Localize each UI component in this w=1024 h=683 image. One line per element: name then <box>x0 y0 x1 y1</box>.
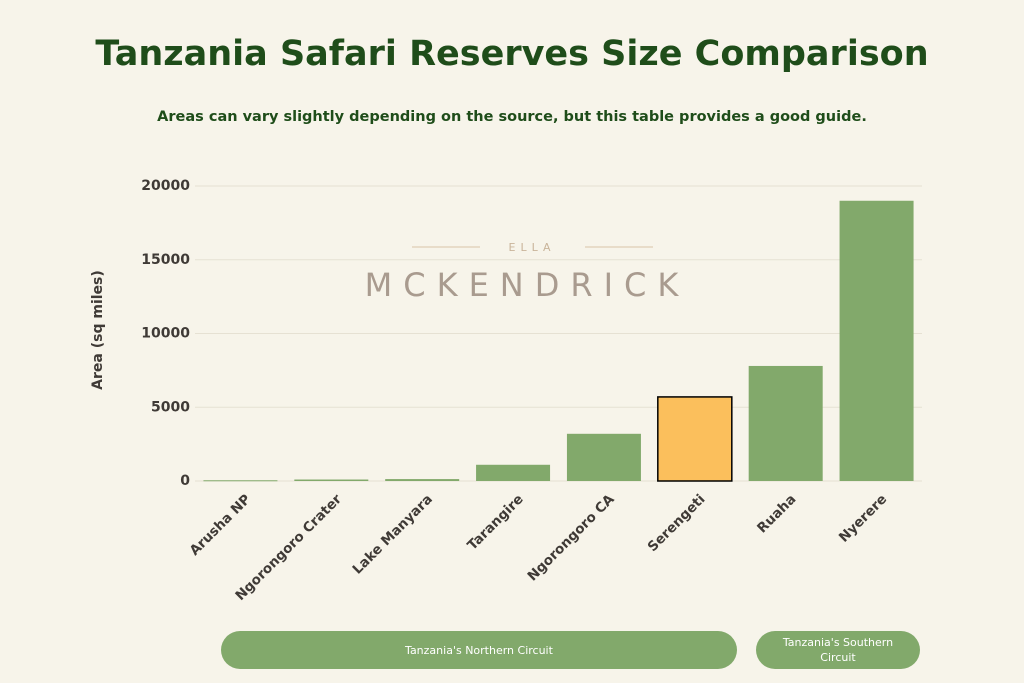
y-tick-label: 5000 <box>151 399 190 415</box>
x-tick-label: Arusha NP <box>187 491 255 559</box>
x-tick-label: Ruaha <box>754 491 799 536</box>
y-tick-label: 15000 <box>141 252 190 268</box>
x-tick-label: Serengeti <box>645 491 709 555</box>
southern-circuit: Tanzania's Southern Circuit <box>756 631 920 669</box>
y-tick-label: 20000 <box>141 178 190 194</box>
bar <box>566 433 641 481</box>
y-axis-label: Area (sq miles) <box>90 270 106 390</box>
x-tick-label: Ngorongoro Crater <box>232 491 345 604</box>
bar <box>294 479 369 481</box>
chart-title: Tanzania Safari Reserves Size Comparison <box>95 34 928 74</box>
x-tick-label: Nyerere <box>836 491 890 545</box>
bar <box>748 365 823 481</box>
bar <box>476 464 551 481</box>
watermark-main: MCKENDRICK <box>365 266 690 304</box>
watermark-top: ELLA <box>509 241 556 254</box>
bar <box>385 479 460 481</box>
bar <box>657 396 733 482</box>
bar <box>839 200 914 481</box>
x-tick-label: Tarangire <box>464 491 526 553</box>
y-tick-label: 0 <box>180 473 190 489</box>
bar <box>203 480 278 482</box>
y-tick-label: 10000 <box>141 326 190 342</box>
northern-circuit: Tanzania's Northern Circuit <box>221 631 737 669</box>
x-tick-label: Ngorongoro CA <box>524 491 618 585</box>
chart-subtitle: Areas can vary slightly depending on the… <box>157 109 867 125</box>
x-tick-label: Lake Manyara <box>350 491 436 577</box>
